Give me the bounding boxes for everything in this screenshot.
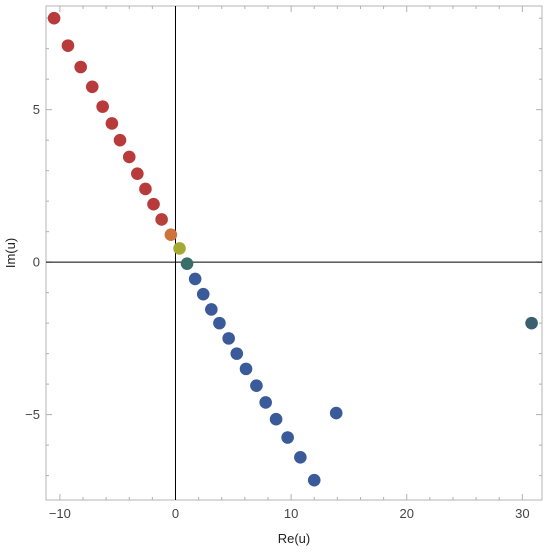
data-point [139,182,152,196]
x-tick-label: 30 [515,506,529,521]
data-point [222,332,235,345]
data-point [96,100,109,113]
x-tick-label: 10 [284,506,298,521]
data-point [61,39,75,52]
data-point [147,197,160,211]
data-point [213,316,226,330]
x-tick-label: 20 [399,506,413,521]
data-point [47,11,61,25]
x-axis-label: Re(u) [278,531,311,546]
x-tick-label: 0 [172,506,179,521]
data-point [205,303,218,316]
data-point [525,316,538,330]
axes-layer [46,6,542,500]
data-point [230,347,244,360]
ticks-layer [46,6,542,500]
data-point [113,133,127,147]
data-point [74,60,87,74]
data-point [155,213,168,226]
data-point [188,272,202,286]
data-point [196,287,210,301]
y-tick-label: 5 [33,102,40,117]
data-point [281,431,294,444]
x-tick-label: −10 [49,506,71,521]
data-point [307,473,321,487]
y-axis-label: Im(u) [3,238,18,268]
data-point [329,406,343,420]
data-point [180,257,194,270]
data-point [164,228,178,242]
y-tick-label: 0 [33,255,40,270]
data-point [85,80,99,94]
tick-labels-layer: −10 0 10 20 30 −5 0 5 [25,102,529,521]
data-point [294,451,307,464]
data-point [239,362,253,376]
data-point [105,117,119,130]
data-point [250,379,263,392]
data-point [131,167,144,181]
plot-frame [45,5,543,501]
y-tick-label: −5 [25,407,40,422]
data-point [269,412,283,426]
data-point [122,150,136,164]
points-layer [47,11,538,487]
data-point [259,396,272,409]
data-point [173,242,186,255]
